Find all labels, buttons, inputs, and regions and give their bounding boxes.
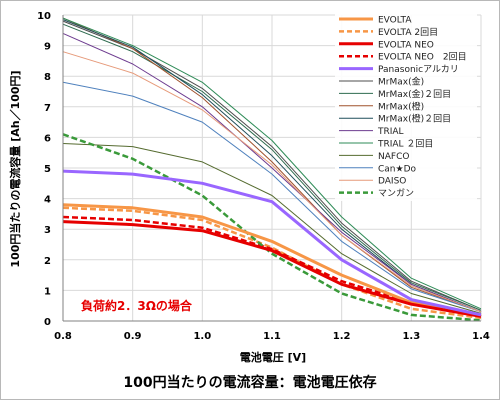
series-line	[62, 23, 482, 311]
y-tick-label: 5	[44, 164, 51, 175]
y-tick-label: 2	[44, 256, 51, 267]
y-tick-label: 8	[44, 72, 51, 83]
y-tick-label: 1	[44, 286, 51, 297]
legend-label: MrMax(橙)	[378, 100, 424, 112]
legend-label: MrMax(金)	[378, 76, 424, 88]
x-tick-label: 1.3	[402, 331, 420, 342]
legend-label: EVOLTA NEO 2回目	[378, 52, 467, 63]
legend-label: MrMax(金)２回目	[378, 88, 451, 100]
axes	[62, 15, 481, 322]
legend-label: TRIAL ２回目	[377, 139, 433, 150]
legend-label: EVOLTA 2回目	[378, 27, 438, 38]
x-tick-label: 1.0	[193, 331, 211, 342]
y-tick-label: 3	[44, 225, 51, 236]
legend-label: EVOLTA NEO	[378, 40, 434, 50]
legend-label: Can★Do	[378, 164, 417, 174]
x-tick-label: 1.2	[333, 331, 351, 342]
series-line	[62, 17, 482, 310]
series-line	[62, 169, 482, 317]
y-tick-label: 7	[44, 103, 51, 114]
chart-title: 100円当たりの電流容量：電池電圧依存	[123, 374, 376, 391]
x-tick-label: 1.1	[263, 331, 281, 342]
legend-label: NAFCO	[378, 152, 409, 162]
series-line	[62, 220, 482, 318]
series-line	[62, 133, 482, 322]
series-line	[62, 203, 482, 317]
series-line	[62, 17, 482, 313]
legend-label: Panasonicアルカリ	[378, 64, 459, 75]
annotation-text: 負荷約2．3Ωの場合	[81, 298, 193, 313]
tick-labels: 0 1 2 3 4 5 6 7 8 9 10 0.8 0.9 1.0 1.1 1.2 1.3 1.4	[37, 11, 490, 342]
legend-label: MrMax(橙)２回目	[378, 113, 451, 125]
y-tick-label: 10	[37, 11, 51, 22]
x-axis-title: 電池電圧 [V]	[240, 350, 306, 364]
series-layer	[62, 17, 482, 322]
legend-label: DAISO	[378, 177, 406, 187]
y-tick-label: 4	[44, 195, 51, 206]
y-axis-title: 100円当たりの電流容量 [Ah／100円]	[8, 70, 22, 267]
x-tick-label: 0.9	[124, 331, 142, 342]
legend-label: EVOLTA	[378, 16, 412, 26]
y-tick-label: 9	[44, 42, 51, 53]
y-tick-label: 0	[44, 317, 51, 328]
legend-label: マンガン	[378, 188, 414, 199]
x-tick-label: 1.4	[472, 331, 490, 342]
series-line	[62, 51, 482, 313]
series-line	[62, 32, 482, 313]
y-tick-label: 6	[44, 133, 51, 144]
series-line	[62, 143, 482, 314]
x-tick-label: 0.8	[54, 331, 72, 342]
series-line	[62, 81, 482, 313]
legend-label: TRIAL	[377, 127, 404, 137]
